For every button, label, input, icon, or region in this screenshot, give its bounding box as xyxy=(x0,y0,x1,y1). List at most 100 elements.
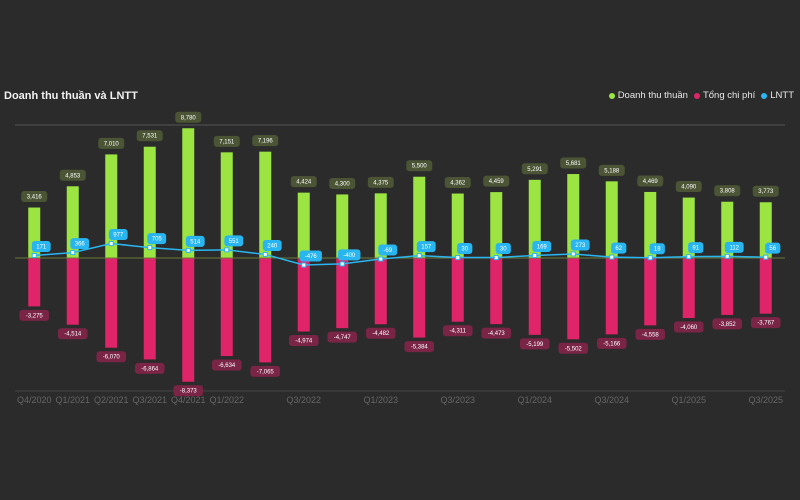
x-tick-label: Q1/2021 xyxy=(55,395,90,405)
revenue-bar xyxy=(567,174,580,258)
profit-point xyxy=(70,250,76,256)
cost-data-label-bg xyxy=(712,318,743,330)
revenue-data-label-bg xyxy=(637,175,664,187)
x-tick-label: Q3/2023 xyxy=(440,395,475,405)
revenue-data-label-bg xyxy=(252,135,279,147)
revenue-data-label: 7,151 xyxy=(219,139,235,145)
profit-point xyxy=(570,251,576,257)
cost-data-label: -4,473 xyxy=(488,331,506,337)
cost-data-label: -4,747 xyxy=(334,335,352,341)
profit-point xyxy=(31,252,37,258)
profit-point xyxy=(609,254,615,260)
profit-point xyxy=(339,261,345,267)
cost-bar xyxy=(567,258,580,340)
cost-bar xyxy=(66,258,79,325)
legend-label: Doanh thu thuần xyxy=(617,90,688,101)
revenue-data-label-bg xyxy=(521,163,548,175)
revenue-data-label-bg xyxy=(598,164,625,176)
profit-data-label-bg xyxy=(649,243,665,255)
legend-item-revenue[interactable]: Doanh thu thuần xyxy=(608,90,688,101)
x-tick-label: Q2/2021 xyxy=(94,395,129,405)
cost-bar xyxy=(143,258,156,360)
revenue-data-label-bg xyxy=(675,181,702,193)
revenue-data-label: 3,416 xyxy=(27,195,43,201)
revenue-data-label-bg xyxy=(59,169,86,181)
profit-data-label: 18 xyxy=(654,247,661,253)
cost-bar xyxy=(297,258,310,332)
revenue-data-label-bg xyxy=(136,130,163,142)
profit-data-label: 705 xyxy=(152,237,163,243)
profit-data-label-bg xyxy=(338,249,361,261)
revenue-data-label-bg xyxy=(714,185,741,197)
revenue-data-label: 4,362 xyxy=(450,181,466,187)
x-tick-label: Q4/2021 xyxy=(171,395,206,405)
cost-data-label-bg xyxy=(250,365,281,377)
revenue-data-label: 4,853 xyxy=(65,173,81,179)
profit-data-label-bg xyxy=(31,240,51,252)
revenue-bar xyxy=(374,193,387,258)
cost-bar xyxy=(528,258,541,335)
revenue-data-label: 7,010 xyxy=(104,141,120,147)
revenue-data-label-bg xyxy=(367,176,394,188)
profit-data-label: 91 xyxy=(692,246,699,252)
profit-line xyxy=(34,242,766,266)
cost-data-label: -5,166 xyxy=(603,341,621,347)
revenue-bar xyxy=(605,181,618,258)
profit-data-label-bg xyxy=(416,241,436,253)
cost-data-label: -3,852 xyxy=(719,322,737,328)
x-tick-label: Q1/2022 xyxy=(209,395,244,405)
profit-data-label: 977 xyxy=(113,233,124,239)
profit-point xyxy=(724,253,730,259)
legend-item-cost[interactable]: Tổng chi phí xyxy=(693,90,756,101)
profit-point xyxy=(455,255,461,261)
cost-bar xyxy=(182,258,195,382)
profit-point xyxy=(185,247,191,253)
x-tick-label: Q1/2025 xyxy=(671,395,706,405)
revenue-bar xyxy=(451,193,464,258)
revenue-data-label: 4,424 xyxy=(296,180,312,186)
x-tick-label: Q3/2024 xyxy=(594,395,629,405)
cost-bar xyxy=(374,258,387,325)
cost-data-label: -4,482 xyxy=(372,331,390,337)
cost-data-label-bg xyxy=(19,309,50,321)
cost-data-label-bg xyxy=(96,351,127,363)
revenue-bar xyxy=(413,176,426,258)
legend-label: LNTT xyxy=(770,90,794,101)
revenue-data-label: 8,780 xyxy=(181,115,197,121)
cost-bar xyxy=(105,258,118,348)
profit-data-label: 366 xyxy=(75,242,86,248)
profit-data-label-bg xyxy=(532,241,552,253)
x-tick-label: Q3/2021 xyxy=(132,395,167,405)
cost-data-label-bg xyxy=(442,325,473,337)
revenue-data-label-bg xyxy=(560,157,587,169)
cost-data-label: -3,767 xyxy=(757,321,775,327)
cost-data-label: -6,634 xyxy=(218,363,236,369)
cost-data-label-bg xyxy=(750,317,781,329)
profit-data-label-bg xyxy=(765,242,781,254)
profit-data-label: 30 xyxy=(461,247,468,253)
legend-label: Tổng chi phí xyxy=(702,90,756,101)
profit-data-label: 62 xyxy=(615,246,622,252)
cost-bar xyxy=(490,258,503,325)
profit-point xyxy=(647,255,653,261)
cost-bar xyxy=(220,258,233,357)
revenue-data-label-bg xyxy=(213,135,240,147)
cost-data-label-bg xyxy=(673,321,704,333)
cost-data-label: -7,065 xyxy=(257,369,275,375)
legend-item-profit[interactable]: LNTT xyxy=(761,90,794,101)
cost-data-label: -4,311 xyxy=(449,329,466,335)
legend: Doanh thu thuần Tổng chi phí LNTT xyxy=(608,90,794,101)
revenue-bar xyxy=(297,192,310,258)
cost-data-label: -3,275 xyxy=(26,313,44,319)
revenue-bar xyxy=(259,151,272,258)
revenue-bar xyxy=(644,191,657,258)
cost-bar xyxy=(644,258,657,326)
profit-data-label-bg xyxy=(688,242,704,254)
cost-data-label: -4,514 xyxy=(64,332,82,338)
revenue-bar xyxy=(336,194,349,258)
cost-data-label-bg xyxy=(288,335,319,347)
cost-data-label-bg xyxy=(327,331,358,343)
cost-bar xyxy=(259,258,272,363)
profit-data-label-bg xyxy=(299,250,322,262)
profit-point xyxy=(493,255,499,261)
